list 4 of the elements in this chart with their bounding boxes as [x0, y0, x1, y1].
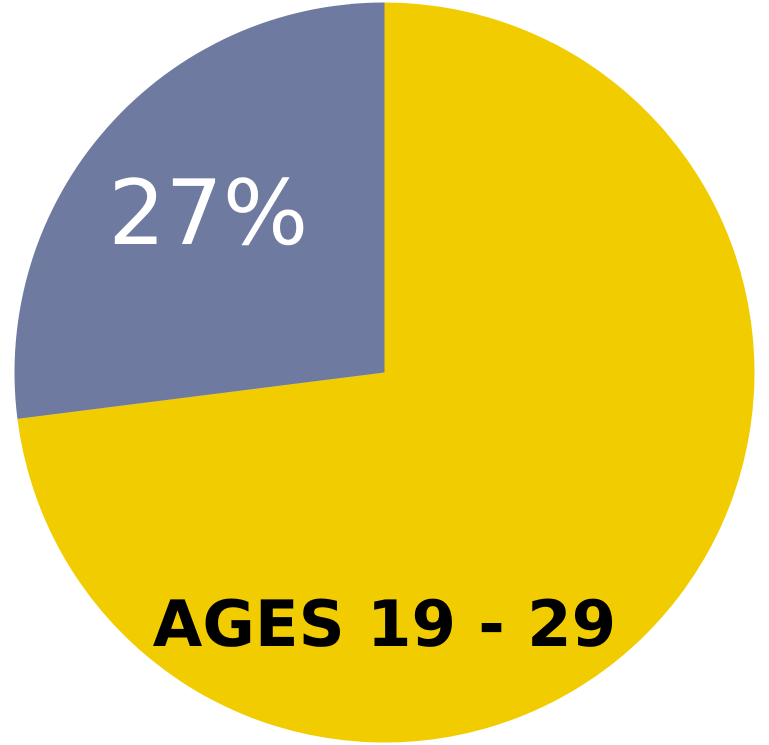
text: AGES 19 - 29	[152, 588, 616, 662]
pie-slice	[14, 2, 384, 419]
data-label: 27%	[108, 161, 308, 266]
pie-slice	[17, 2, 754, 742]
